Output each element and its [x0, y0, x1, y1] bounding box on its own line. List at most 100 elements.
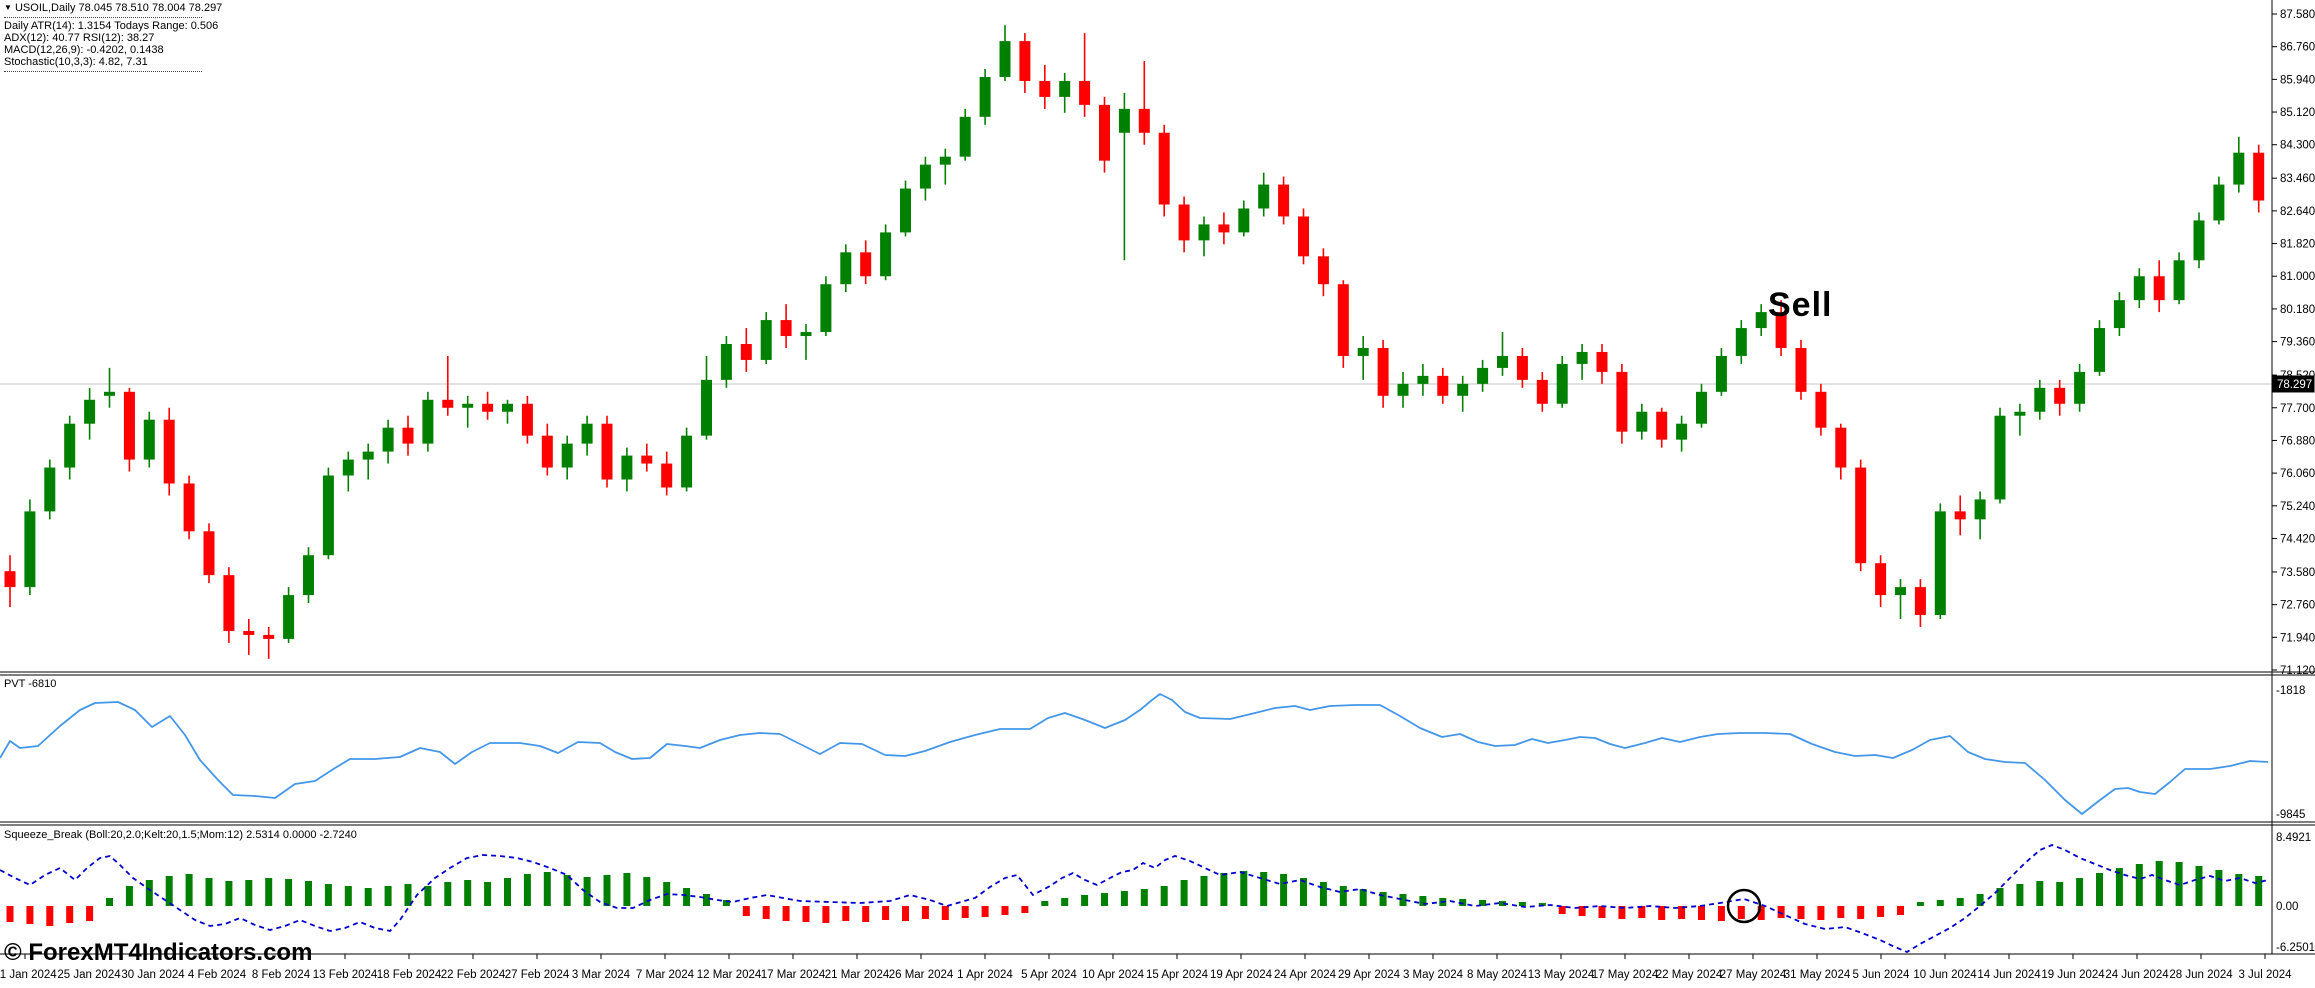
- date-label: 8 Feb 2024: [252, 969, 311, 981]
- squeeze-axis-label: 0.00: [2276, 901, 2298, 913]
- squeeze-bar-down: [1737, 906, 1745, 919]
- price-axis-label: 71.940: [2280, 632, 2315, 644]
- squeeze-bar-down: [782, 906, 790, 921]
- candle: [382, 427, 394, 452]
- candle: [1099, 104, 1110, 161]
- candle: [1855, 467, 1867, 564]
- squeeze-bar-up: [1379, 892, 1387, 906]
- candle: [959, 116, 971, 157]
- candle: [402, 427, 414, 444]
- candle: [1477, 367, 1489, 384]
- candle: [979, 76, 991, 117]
- squeeze-bar-up: [1936, 900, 1944, 906]
- squeeze-bar-up: [1459, 899, 1467, 906]
- candle: [143, 419, 155, 460]
- squeeze-bar-down: [1857, 906, 1865, 919]
- candle: [2034, 387, 2046, 412]
- candle: [1735, 328, 1747, 356]
- price-axis-label: 77.700: [2280, 403, 2315, 415]
- candle: [1417, 375, 1429, 384]
- date-label: 4 Feb 2024: [188, 969, 247, 981]
- squeeze-bar-down: [1658, 906, 1666, 920]
- squeeze-bar-up: [2056, 882, 2064, 906]
- candle: [2074, 371, 2086, 404]
- squeeze-bar-up: [1300, 878, 1307, 906]
- candle: [1994, 415, 2006, 500]
- candle: [64, 423, 76, 468]
- candle: [840, 252, 852, 285]
- candle: [860, 252, 872, 277]
- squeeze-bar-down: [762, 906, 770, 919]
- squeeze-bar-up: [1280, 874, 1288, 906]
- date-label: 7 Mar 2024: [636, 969, 695, 981]
- pvt-pane[interactable]: [0, 676, 2272, 822]
- squeeze-bar-down: [1817, 906, 1825, 920]
- squeeze-bar-up: [543, 872, 551, 906]
- squeeze-bar-down: [86, 906, 94, 921]
- candle: [661, 463, 673, 488]
- candle: [1258, 184, 1270, 209]
- candle: [1914, 587, 1926, 616]
- momentum-line: [0, 844, 2269, 954]
- pvt-line: [0, 693, 2269, 815]
- candle: [303, 555, 314, 596]
- candle: [1954, 511, 1966, 520]
- squeeze-bar-up: [324, 884, 332, 906]
- date-label: 5 Apr 2024: [1021, 969, 1077, 981]
- squeeze-bar-up: [1339, 886, 1347, 906]
- squeeze-bar-up: [703, 894, 710, 906]
- squeeze-bar-down: [802, 906, 810, 922]
- squeeze-bar-down: [66, 906, 74, 923]
- date-label: 25 Jan 2024: [57, 969, 121, 981]
- squeeze-bar-up: [444, 882, 452, 906]
- candle: [1815, 391, 1827, 428]
- date-label: 22 Feb 2024: [441, 969, 506, 981]
- candle: [1278, 184, 1290, 217]
- price-axis-label: 85.940: [2280, 74, 2315, 86]
- date-label: 15 Apr 2024: [1146, 969, 1209, 981]
- bid-price-tag-text: 78.297: [2277, 379, 2312, 391]
- candle: [1039, 80, 1051, 97]
- date-label: 13 May 2024: [1528, 969, 1595, 981]
- candle: [621, 455, 633, 480]
- candle: [2193, 220, 2205, 261]
- squeeze-bar-up: [2076, 878, 2084, 906]
- candle: [183, 483, 195, 532]
- main-chart-pane[interactable]: [0, 0, 2272, 672]
- candle: [322, 475, 334, 556]
- squeeze-bar-up: [1180, 880, 1188, 906]
- candle: [720, 343, 732, 380]
- price-axis-label: 85.120: [2280, 107, 2315, 119]
- candle: [203, 531, 215, 576]
- squeeze-bar-down: [1797, 906, 1805, 919]
- date-label: 19 Apr 2024: [1210, 969, 1273, 981]
- squeeze-bar-up: [364, 888, 372, 906]
- price-axis-label: 73.580: [2280, 567, 2315, 579]
- candle: [1377, 347, 1389, 396]
- squeeze-bar-down: [1618, 906, 1626, 919]
- squeeze-bar-up: [384, 886, 392, 906]
- squeeze-bar-up: [2036, 881, 2044, 906]
- price-axis-label: 75.240: [2280, 501, 2315, 513]
- candle: [24, 511, 36, 588]
- squeeze-bar-down: [981, 906, 989, 917]
- price-axis-label: 71.120: [2280, 665, 2315, 677]
- candle: [820, 284, 832, 333]
- candle: [2094, 328, 2105, 372]
- candle: [1019, 41, 1031, 81]
- date-label: 30 Jan 2024: [121, 969, 185, 981]
- date-label: 29 Apr 2024: [1338, 969, 1401, 981]
- squeeze-bar-up: [225, 881, 233, 906]
- candle: [521, 403, 533, 436]
- date-label: 14 Jun 2024: [1977, 969, 2041, 981]
- date-label: 1 Apr 2024: [957, 969, 1013, 981]
- candle: [1895, 587, 1906, 596]
- date-label: 19 Jun 2024: [2041, 969, 2105, 981]
- squeeze-pane[interactable]: [0, 826, 2272, 954]
- candle: [1218, 224, 1230, 233]
- candle: [2173, 260, 2185, 301]
- squeeze-bar-up: [683, 888, 691, 906]
- squeeze-bar-up: [563, 875, 571, 906]
- date-label: 27 May 2024: [1720, 969, 1787, 981]
